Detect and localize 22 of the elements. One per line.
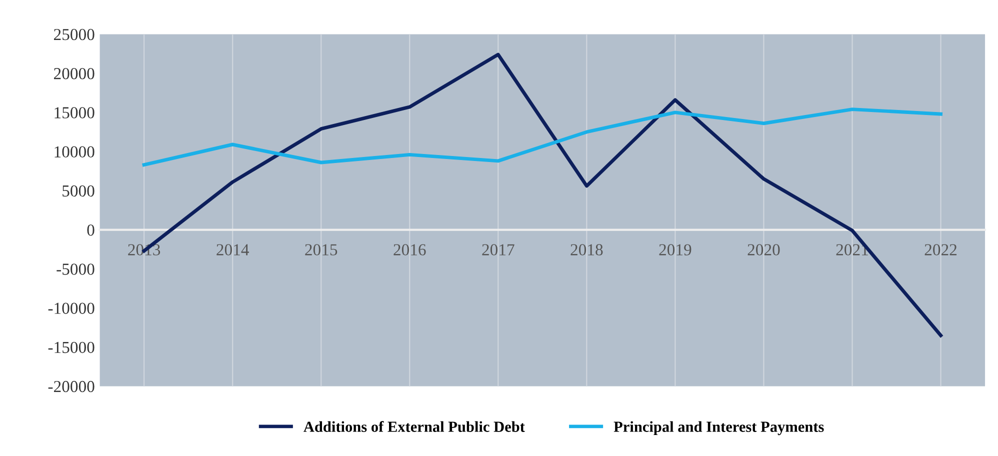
y-tick-label: 0 <box>87 224 94 236</box>
y-tick-label: 25000 <box>54 28 94 40</box>
legend-label: Additions of External Public Debt <box>304 421 525 432</box>
x-tick-label: 2020 <box>748 244 780 256</box>
y-tick-label: -15000 <box>48 342 94 354</box>
x-tick-label: 2019 <box>659 244 692 256</box>
y-tick-label: -10000 <box>48 302 94 314</box>
x-tick-label: 2018 <box>570 244 603 256</box>
y-tick-label: -20000 <box>48 380 94 392</box>
y-tick-label: 5000 <box>62 185 94 197</box>
legend-label: Principal and Interest Payments <box>614 421 824 436</box>
x-tick-label: 2017 <box>482 244 514 256</box>
y-tick-label: 15000 <box>54 107 94 118</box>
y-tick-label: 20000 <box>54 68 94 80</box>
x-tick-label: 2016 <box>394 244 426 256</box>
x-tick-label: 2014 <box>216 244 249 256</box>
line-series <box>142 108 942 167</box>
x-tick-label: 2021 <box>836 244 868 256</box>
y-tick-label: -5000 <box>56 264 94 275</box>
x-tick-label: 2015 <box>305 244 338 256</box>
y-tick-label: 10000 <box>54 146 94 158</box>
x-tick-label: 2022 <box>924 244 957 256</box>
